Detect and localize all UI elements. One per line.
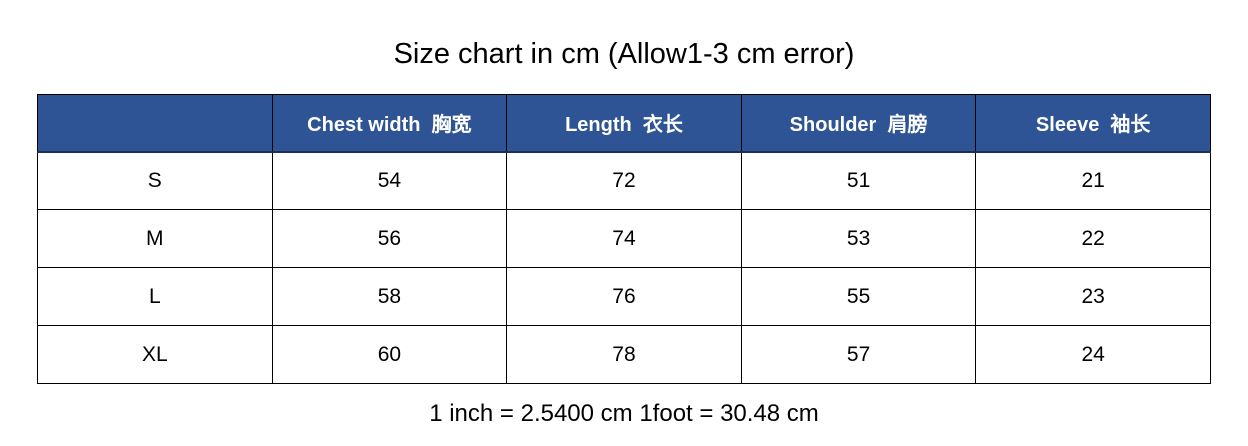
sleeve-value: 21 bbox=[975, 151, 1211, 210]
length-value: 76 bbox=[506, 267, 742, 326]
chest-width-value: 54 bbox=[271, 151, 508, 210]
header-cell-sleeve: Sleeve 袖长 bbox=[975, 94, 1211, 153]
header-cell-size bbox=[37, 94, 273, 153]
sleeve-value: 22 bbox=[975, 209, 1211, 268]
table-row-m: M 56 74 53 22 bbox=[37, 209, 1211, 268]
sleeve-value: 24 bbox=[975, 325, 1211, 384]
header-cell-shoulder: Shoulder 肩膀 bbox=[740, 94, 977, 153]
length-value: 72 bbox=[506, 151, 742, 210]
chest-width-value: 56 bbox=[271, 209, 508, 268]
shoulder-value: 51 bbox=[740, 151, 977, 210]
length-value: 78 bbox=[506, 325, 742, 384]
sleeve-value: 23 bbox=[975, 267, 1211, 326]
header-cell-length: Length 衣长 bbox=[506, 94, 742, 153]
shoulder-value: 55 bbox=[740, 267, 977, 326]
size-label: M bbox=[37, 209, 273, 268]
table-row-s: S 54 72 51 21 bbox=[37, 151, 1211, 210]
size-chart-table: Chest width 胸宽 Length 衣长 Shoulder 肩膀 Sle… bbox=[37, 94, 1211, 384]
unit-conversion-note: 1 inch = 2.5400 cm 1foot = 30.48 cm bbox=[429, 400, 819, 427]
header-row: Chest width 胸宽 Length 衣长 Shoulder 肩膀 Sle… bbox=[37, 94, 1211, 153]
size-label: S bbox=[37, 151, 273, 210]
chest-width-value: 60 bbox=[271, 325, 508, 384]
table-row-xl: XL 60 78 57 24 bbox=[37, 325, 1211, 384]
table-row-l: L 58 76 55 23 bbox=[37, 267, 1211, 326]
chest-width-value: 58 bbox=[271, 267, 508, 326]
length-value: 74 bbox=[506, 209, 742, 268]
header-cell-chest-width: Chest width 胸宽 bbox=[271, 94, 508, 153]
page-title: Size chart in cm (Allow1-3 cm error) bbox=[393, 38, 855, 70]
size-label: XL bbox=[37, 325, 273, 384]
size-label: L bbox=[37, 267, 273, 326]
shoulder-value: 53 bbox=[740, 209, 977, 268]
shoulder-value: 57 bbox=[740, 325, 977, 384]
